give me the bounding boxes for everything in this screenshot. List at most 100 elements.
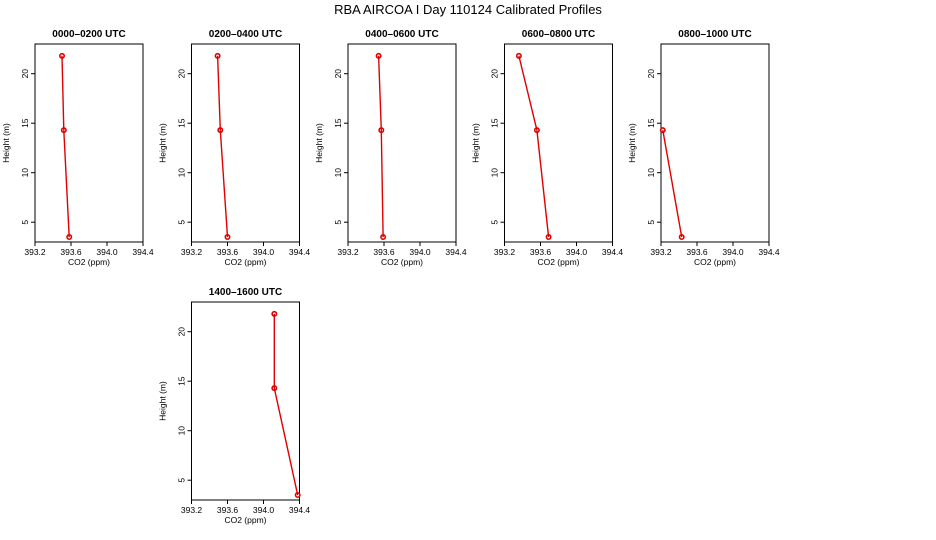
y-tick-label: 20	[177, 327, 187, 337]
y-tick-label: 10	[490, 168, 500, 178]
plot-frame	[504, 43, 613, 243]
y-tick-label: 10	[646, 168, 656, 178]
x-tick-label: 393.6	[530, 247, 552, 257]
profile-panel: 0200–0400 UTC 393.2 393.6 394.0 394.4 5 10 15 20…	[158, 29, 311, 267]
plot-frame	[347, 43, 457, 243]
data-point	[66, 234, 73, 241]
y-tick-label: 20	[490, 69, 500, 79]
data-point	[214, 52, 221, 59]
x-tick-label: 394.0	[409, 247, 431, 257]
x-tick-label: 393.2	[181, 505, 203, 515]
y-tick-label: 5	[490, 220, 500, 225]
data-point	[271, 385, 278, 392]
y-axis-label: Height (m)	[158, 123, 168, 163]
profile-line-segment	[662, 130, 683, 238]
data-point	[380, 234, 387, 241]
profile-panel: 0600–0800 UTC 393.2 393.6 394.0 394.4 5 10 15 20…	[471, 29, 624, 267]
x-tick-label: 393.6	[217, 505, 239, 515]
data-point	[294, 492, 301, 499]
x-tick-label: 394.4	[289, 247, 311, 257]
panel-title: 0400–0600 UTC	[365, 29, 438, 40]
profile-panel: 0000–0200 UTC 393.2 393.6 394.0 394.4 5 10 15 20…	[1, 29, 154, 267]
x-tick-label: 393.2	[181, 247, 203, 257]
x-tick-label: 394.4	[132, 247, 154, 257]
data-point	[378, 127, 385, 134]
y-tick-label: 20	[646, 69, 656, 79]
y-tick-label: 5	[333, 220, 343, 225]
profile-line-segment	[219, 130, 229, 238]
y-tick-label: 15	[333, 118, 343, 128]
x-axis-label: CO2 (ppm)	[68, 257, 110, 267]
data-point	[545, 234, 552, 241]
profile-panel: 0400–0600 UTC 393.2 393.6 394.0 394.4 5 10 15 20…	[314, 29, 467, 267]
plot-frame	[34, 43, 144, 243]
x-tick-label: 394.0	[253, 505, 275, 515]
y-tick-label: 10	[177, 426, 187, 436]
data-point	[60, 127, 67, 134]
data-point	[58, 52, 65, 59]
x-axis-label: CO2 (ppm)	[694, 257, 736, 267]
y-tick-label: 15	[490, 118, 500, 128]
y-axis-label: Height (m)	[1, 123, 11, 163]
x-axis-label: CO2 (ppm)	[224, 515, 266, 525]
data-point	[217, 127, 224, 134]
profile-line-segment	[536, 130, 550, 238]
y-tick-label: 5	[20, 220, 30, 225]
x-tick-label: 394.0	[96, 247, 118, 257]
data-point	[678, 234, 685, 241]
panel-title: 0800–1000 UTC	[678, 29, 751, 40]
data-point	[224, 234, 231, 241]
profile-line-segment	[377, 55, 382, 131]
x-tick-label: 394.4	[445, 247, 467, 257]
x-tick-label: 393.2	[337, 247, 359, 257]
y-axis-label: Height (m)	[158, 381, 168, 421]
y-tick-label: 15	[177, 118, 187, 128]
y-axis-label: Height (m)	[627, 123, 637, 163]
data-point	[375, 52, 382, 59]
x-axis-label: CO2 (ppm)	[224, 257, 266, 267]
figure-title: RBA AIRCOA I Day 110124 Calibrated Profi…	[334, 2, 602, 17]
panel-title: 1400–1600 UTC	[209, 287, 282, 298]
data-point	[659, 127, 666, 134]
y-tick-label: 20	[20, 69, 30, 79]
x-tick-label: 393.6	[373, 247, 395, 257]
x-tick-label: 394.4	[758, 247, 780, 257]
profile-line-segment	[61, 55, 65, 131]
y-tick-label: 5	[177, 220, 187, 225]
panel-title: 0000–0200 UTC	[52, 29, 125, 40]
y-axis-label: Height (m)	[314, 123, 324, 163]
x-tick-label: 394.0	[253, 247, 275, 257]
x-tick-label: 394.0	[566, 247, 588, 257]
profile-line-segment	[380, 130, 384, 238]
y-tick-label: 5	[646, 220, 656, 225]
x-tick-label: 394.0	[722, 247, 744, 257]
plot-frame	[191, 301, 300, 501]
data-point	[271, 310, 278, 317]
y-tick-label: 15	[20, 118, 30, 128]
profile-panel: 0800–1000 UTC 393.2 393.6 394.0 394.4 5 10 15 20…	[627, 29, 780, 267]
data-point	[533, 127, 540, 134]
plot-frame	[660, 43, 770, 243]
profile-line-segment	[63, 130, 70, 238]
y-tick-label: 10	[177, 168, 187, 178]
x-axis-label: CO2 (ppm)	[537, 257, 579, 267]
plot-frame	[191, 43, 300, 243]
y-tick-label: 5	[177, 478, 187, 483]
y-tick-label: 15	[646, 118, 656, 128]
x-tick-label: 393.6	[217, 247, 239, 257]
x-tick-label: 393.6	[686, 247, 708, 257]
x-tick-label: 393.2	[650, 247, 672, 257]
y-tick-label: 20	[333, 69, 343, 79]
y-tick-label: 10	[20, 168, 30, 178]
y-tick-label: 20	[177, 69, 187, 79]
panel-title: 0600–0800 UTC	[522, 29, 595, 40]
x-tick-label: 393.2	[24, 247, 46, 257]
x-tick-label: 393.6	[60, 247, 82, 257]
data-point	[515, 52, 522, 59]
x-tick-label: 394.4	[602, 247, 624, 257]
x-axis-label: CO2 (ppm)	[381, 257, 423, 267]
profile-line-segment	[518, 55, 538, 131]
y-axis-label: Height (m)	[471, 123, 481, 163]
profile-panel: 1400–1600 UTC 393.2 393.6 394.0 394.4 5 10 15 20…	[158, 287, 311, 525]
